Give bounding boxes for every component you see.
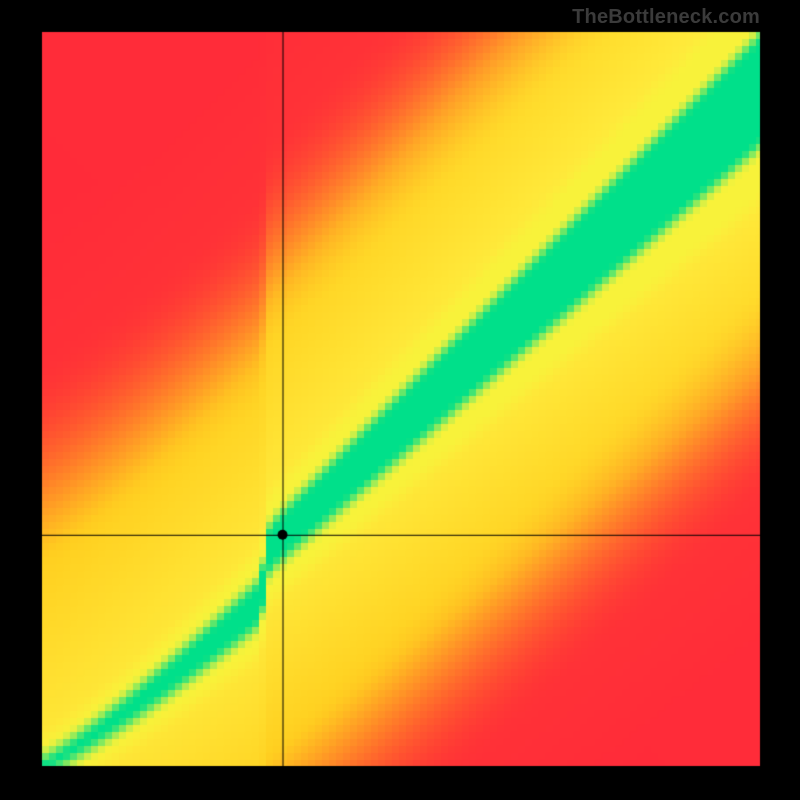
bottleneck-heatmap — [0, 0, 800, 800]
watermark-text: TheBottleneck.com — [572, 6, 760, 29]
